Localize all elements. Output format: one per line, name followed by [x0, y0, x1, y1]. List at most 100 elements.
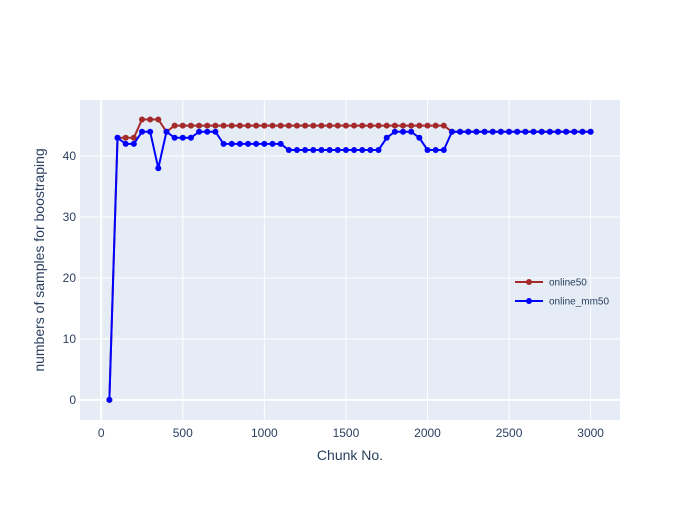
- x-tick-label: 1500: [333, 426, 360, 440]
- x-tick-label: 0: [98, 426, 105, 440]
- data-point-online50: [285, 122, 292, 129]
- data-point-online50: [400, 122, 407, 129]
- data-point-online50: [261, 122, 268, 129]
- data-point-online_mm50: [530, 128, 537, 135]
- data-point-online_mm50: [416, 134, 423, 141]
- data-point-online_mm50: [497, 128, 504, 135]
- data-point-online_mm50: [310, 146, 317, 153]
- data-point-online_mm50: [163, 128, 170, 135]
- data-point-online_mm50: [106, 396, 113, 403]
- data-point-online_mm50: [155, 165, 162, 172]
- x-tick-label: 3000: [577, 426, 604, 440]
- data-point-online50: [302, 122, 309, 129]
- data-point-online50: [196, 122, 203, 129]
- data-point-online50: [228, 122, 235, 129]
- data-point-online50: [236, 122, 243, 129]
- legend-label: online_mm50: [549, 297, 609, 308]
- data-point-online_mm50: [506, 128, 513, 135]
- legend-item-online_mm50[interactable]: online_mm50: [515, 297, 609, 308]
- data-point-online50: [277, 122, 284, 129]
- data-point-online_mm50: [375, 146, 382, 153]
- data-point-online_mm50: [440, 146, 447, 153]
- y-tick-label: 10: [63, 332, 77, 346]
- data-point-online_mm50: [546, 128, 553, 135]
- data-point-online_mm50: [285, 146, 292, 153]
- data-point-online_mm50: [196, 128, 203, 135]
- data-point-online_mm50: [489, 128, 496, 135]
- data-point-online_mm50: [179, 134, 186, 141]
- data-point-online_mm50: [514, 128, 521, 135]
- data-point-online_mm50: [457, 128, 464, 135]
- data-point-online50: [130, 134, 137, 141]
- data-point-online_mm50: [351, 146, 358, 153]
- data-point-online_mm50: [432, 146, 439, 153]
- data-point-online50: [171, 122, 178, 129]
- data-point-online_mm50: [342, 146, 349, 153]
- x-tick-label: 1000: [251, 426, 278, 440]
- data-point-online_mm50: [522, 128, 529, 135]
- x-tick-label: 2500: [496, 426, 523, 440]
- data-point-online_mm50: [448, 128, 455, 135]
- data-point-online50: [318, 122, 325, 129]
- data-point-online50: [293, 122, 300, 129]
- series-layer: [106, 116, 594, 403]
- data-point-online_mm50: [228, 140, 235, 147]
- data-point-online_mm50: [473, 128, 480, 135]
- data-point-online_mm50: [334, 146, 341, 153]
- grid-layer: [80, 100, 620, 420]
- data-point-online50: [220, 122, 227, 129]
- y-tick-label: 0: [69, 393, 76, 407]
- data-point-online50: [253, 122, 260, 129]
- data-point-online_mm50: [253, 140, 260, 147]
- data-point-online_mm50: [130, 140, 137, 147]
- data-point-online_mm50: [538, 128, 545, 135]
- data-point-online_mm50: [293, 146, 300, 153]
- tick-labels: 0 500 1000 1500 2000 2500 3000 0 10 20 30 40: [63, 149, 605, 440]
- series-online_mm50: [106, 128, 594, 403]
- x-tick-label: 500: [173, 426, 193, 440]
- x-tick-label: 2000: [414, 426, 441, 440]
- legend-item-online50[interactable]: online50: [515, 278, 587, 289]
- data-point-online_mm50: [587, 128, 594, 135]
- data-point-online_mm50: [571, 128, 578, 135]
- data-point-online50: [416, 122, 423, 129]
- legend-label: online50: [549, 278, 587, 289]
- plot-background: [80, 100, 620, 420]
- y-tick-label: 20: [63, 271, 77, 285]
- data-point-online_mm50: [318, 146, 325, 153]
- data-point-online_mm50: [359, 146, 366, 153]
- data-point-online_mm50: [245, 140, 252, 147]
- data-point-online50: [375, 122, 382, 129]
- data-point-online_mm50: [481, 128, 488, 135]
- data-point-online50: [334, 122, 341, 129]
- data-point-online_mm50: [122, 140, 129, 147]
- data-point-online_mm50: [465, 128, 472, 135]
- data-point-online50: [383, 122, 390, 129]
- data-point-online50: [326, 122, 333, 129]
- data-point-online_mm50: [220, 140, 227, 147]
- y-tick-label: 40: [63, 149, 77, 163]
- data-point-online50: [187, 122, 194, 129]
- data-point-online_mm50: [277, 140, 284, 147]
- data-point-online_mm50: [383, 134, 390, 141]
- data-point-online_mm50: [555, 128, 562, 135]
- data-point-online50: [245, 122, 252, 129]
- legend-marker: [526, 298, 532, 304]
- legend[interactable]: online50 online_mm50: [515, 278, 609, 308]
- data-point-online50: [440, 122, 447, 129]
- y-tick-label: 30: [63, 210, 77, 224]
- data-point-online_mm50: [269, 140, 276, 147]
- data-point-online50: [204, 122, 211, 129]
- data-point-online_mm50: [171, 134, 178, 141]
- y-axis-title: numbers of samples for boostraping: [31, 148, 47, 371]
- data-point-online_mm50: [408, 128, 415, 135]
- data-point-online_mm50: [114, 134, 121, 141]
- data-point-online_mm50: [326, 146, 333, 153]
- data-point-online_mm50: [302, 146, 309, 153]
- data-point-online50: [179, 122, 186, 129]
- x-axis-title: Chunk No.: [317, 447, 383, 463]
- data-point-online_mm50: [563, 128, 570, 135]
- data-point-online50: [138, 116, 145, 123]
